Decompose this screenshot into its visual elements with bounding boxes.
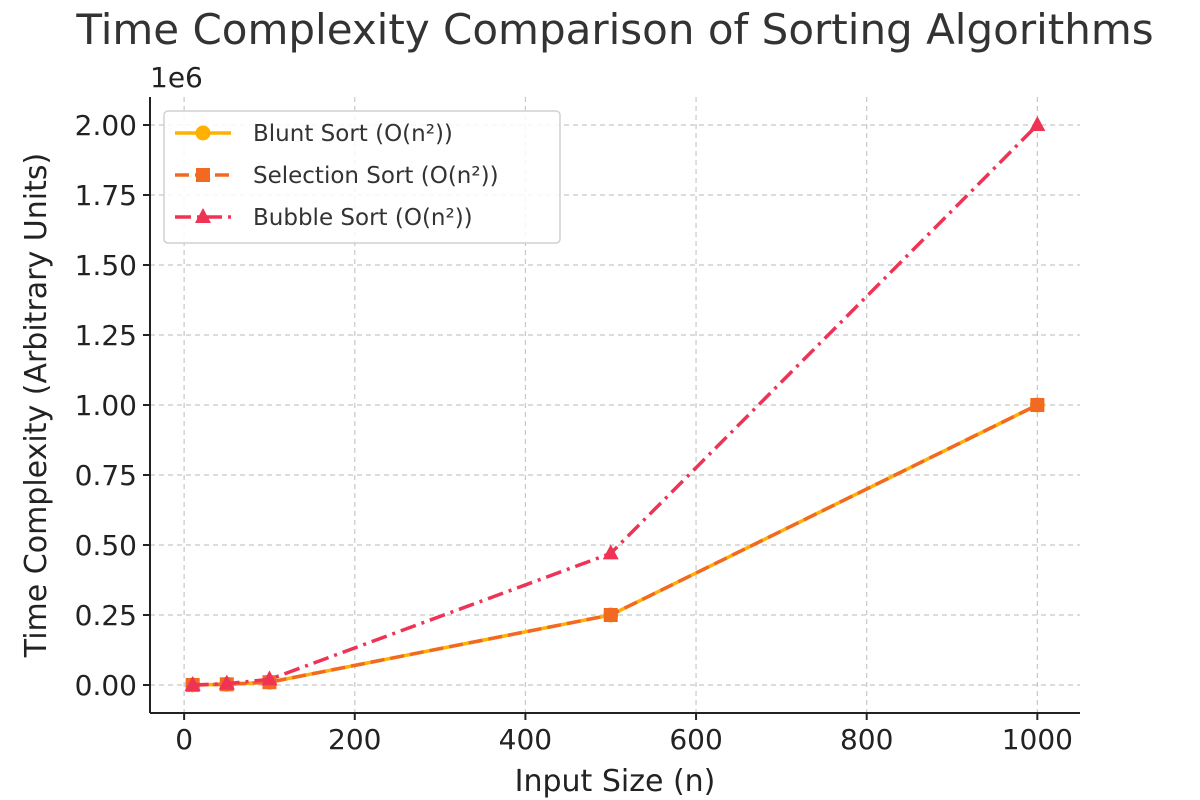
x-axis-label: Input Size (n) [515, 764, 716, 799]
y-tick-label: 0.25 [75, 599, 137, 632]
legend-marker [195, 208, 211, 223]
y-ticks: 0.00 0.25 0.50 0.75 1.00 1.25 1.50 1.75 2.00 [75, 109, 150, 702]
y-tick-label: 1.00 [75, 389, 137, 422]
data-point [184, 675, 201, 691]
legend-item: Blunt Sort (O(n²)) [175, 121, 453, 147]
y-tick-label: 1.25 [75, 319, 137, 352]
x-tick-label: 800 [840, 723, 893, 756]
data-point [603, 608, 618, 622]
y-tick-label: 1.75 [75, 179, 137, 212]
series-layer [184, 116, 1046, 693]
x-tick-label: 200 [328, 723, 381, 756]
y-tick-label: 2.00 [75, 109, 137, 142]
chart-title: Time Complexity Comparison of Sorting Al… [75, 5, 1153, 54]
y-axis-label: Time Complexity (Arbitrary Units) [19, 153, 54, 658]
data-point [261, 670, 278, 686]
x-ticks: 0 200 400 600 800 1000 [175, 713, 1073, 756]
x-tick-label: 600 [669, 723, 722, 756]
data-point [1029, 116, 1046, 131]
y-tick-label: 0.50 [75, 529, 137, 562]
legend-label: Bubble Sort (O(n²)) [253, 205, 473, 231]
legend-label: Selection Sort (O(n²)) [253, 163, 499, 189]
data-point [218, 674, 235, 690]
legend-label: Blunt Sort (O(n²)) [253, 121, 453, 147]
legend-item: Selection Sort (O(n²)) [175, 163, 499, 189]
y-tick-label: 0.00 [75, 669, 137, 702]
legend: Blunt Sort (O(n²)) Selection Sort (O(n²))… [163, 110, 561, 244]
series-3 [184, 116, 1046, 691]
x-tick-label: 0 [175, 723, 193, 756]
legend-marker [195, 125, 211, 141]
legend-marker [196, 168, 210, 182]
data-point [602, 544, 619, 560]
x-tick-label: 1000 [1002, 723, 1073, 756]
legend-box [163, 110, 561, 244]
y-tick-label: 0.75 [75, 459, 137, 492]
x-tick-label: 400 [499, 723, 552, 756]
data-point [1030, 398, 1045, 412]
y-tick-label: 1.50 [75, 249, 137, 282]
y-offset-label: 1e6 [150, 61, 203, 94]
legend-item: Bubble Sort (O(n²)) [175, 205, 473, 231]
